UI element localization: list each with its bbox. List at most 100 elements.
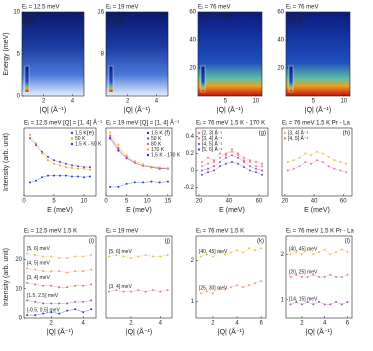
data-point [58, 302, 61, 305]
data-point [109, 134, 112, 137]
data-point [261, 165, 263, 168]
data-point [26, 299, 29, 302]
data-point [219, 161, 221, 163]
data-point [77, 175, 79, 178]
plot-frame [105, 127, 173, 197]
y-tick-label: 0.2 [186, 151, 195, 157]
data-point [217, 251, 220, 254]
data-point [260, 247, 263, 250]
data-point [219, 152, 221, 155]
x-tick-label: 40 [311, 199, 318, 205]
data-point [254, 282, 257, 285]
data-point [223, 253, 226, 256]
data-point [159, 255, 162, 258]
data-point [29, 133, 31, 136]
chart-title: Eᵢ = 12.5 meV [22, 5, 59, 11]
data-point [345, 162, 348, 165]
x-axis-label: |Q| (Å⁻¹) [306, 327, 332, 336]
data-point [201, 169, 203, 172]
panel-label: (g) [259, 131, 266, 137]
x-axis-label: |Q| (Å⁻¹) [305, 105, 331, 114]
legend-marker [146, 153, 150, 157]
data-point [65, 174, 67, 177]
data-point [58, 270, 61, 273]
data-point [205, 290, 208, 293]
data-point [340, 303, 343, 306]
data-point [329, 253, 332, 256]
data-point [292, 159, 295, 162]
series-label: [40, 45] meV [289, 247, 318, 253]
chart-title: Eᵢ = 12.5 meV [Q] = [1, 4] Å⁻¹ [24, 120, 102, 127]
data-point [306, 301, 309, 304]
data-point [82, 255, 85, 258]
x-tick-label: 4 [235, 321, 239, 327]
series-label: [3, 4] meV [109, 284, 132, 290]
data-point [74, 300, 77, 303]
data-point [65, 162, 67, 165]
data-point [329, 273, 332, 276]
panel-label: (c) [253, 15, 260, 21]
heatmap-image [198, 12, 262, 96]
x-tick-label: 2 [42, 99, 46, 105]
x-tick-label: 2 [50, 321, 54, 327]
data-point [117, 146, 120, 149]
data-point [248, 247, 251, 250]
data-point [292, 167, 295, 170]
data-point [82, 300, 85, 303]
y-tick-label: 60 [277, 10, 284, 16]
data-point [261, 169, 263, 172]
legend-marker [70, 137, 74, 140]
data-point [151, 255, 154, 258]
data-point [50, 255, 53, 258]
plot-frame [285, 11, 351, 97]
data-point [217, 288, 220, 291]
panel: Eᵢ = 76 meV 1.5 K Pr - La (h) 20 40 60 E (meV… [282, 121, 353, 214]
plot-frame [197, 11, 263, 97]
data-point [53, 174, 55, 177]
data-point [47, 159, 49, 162]
data-point [231, 150, 233, 153]
plot-frame [195, 235, 267, 319]
x-axis-label: E (meV) [47, 207, 73, 214]
x-tick-label: 5 [224, 99, 228, 105]
plot-frame [23, 235, 97, 319]
data-point [115, 289, 118, 292]
y-tick-label: -0.2 [184, 185, 195, 191]
data-point [318, 301, 320, 304]
data-point [50, 270, 53, 273]
annotation: Pr - La [288, 15, 307, 21]
data-point [255, 165, 257, 168]
panel-label: (a) [75, 15, 82, 21]
chart-title: Eᵢ = 19 meV [106, 5, 138, 11]
data-point [225, 162, 227, 165]
legend-label: 80 K [151, 141, 162, 147]
x-tick-label: 6 [346, 321, 350, 327]
legend-marker [146, 148, 150, 151]
x-axis-label: |Q| (Å⁻¹) [40, 105, 66, 114]
data-point [327, 155, 330, 158]
x-tick-label: 20 [282, 199, 289, 205]
data-point [237, 152, 239, 155]
x-tick-label: 0 [22, 199, 26, 205]
chart-title: Eᵢ = 76 meV 1.5 K Pr - La [286, 229, 354, 235]
data-point [231, 161, 233, 163]
data-point [58, 256, 61, 259]
series-line [29, 175, 91, 183]
data-point [29, 181, 31, 184]
data-point [117, 148, 120, 151]
data-point [34, 300, 37, 303]
data-point [295, 250, 298, 253]
data-point [74, 270, 77, 273]
data-point [321, 152, 324, 155]
legend-label: 1.5 K [151, 130, 163, 136]
legend-marker [197, 148, 201, 151]
series-line [109, 132, 168, 169]
chart-title: Eᵢ = 76 meV [198, 5, 230, 11]
series-label: [4, 5] meV [27, 261, 50, 267]
y-tick-label: 0 [191, 168, 195, 174]
data-point [236, 284, 239, 287]
annotation: 1.5 K - 170 K [200, 15, 235, 21]
data-point [323, 248, 326, 251]
data-point [158, 166, 161, 169]
data-point [312, 303, 315, 306]
